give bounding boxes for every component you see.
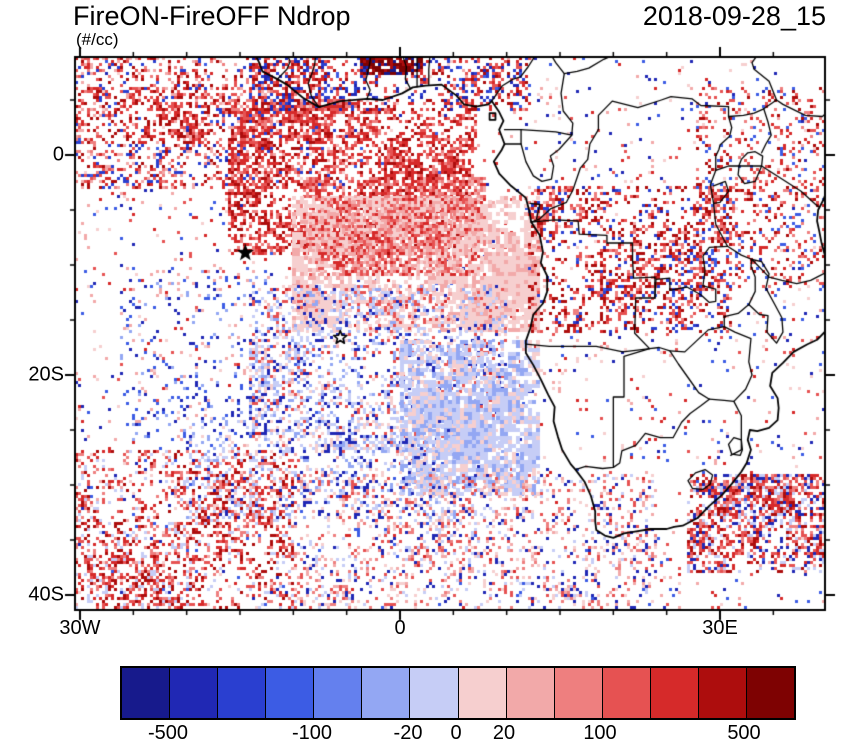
colorbar: [120, 666, 796, 720]
colorbar-cell-4: [266, 668, 315, 718]
colorbar-cell-5: [314, 668, 363, 718]
colorbar-cell-3: [218, 668, 267, 718]
colorbar-label--20: -20: [393, 722, 423, 744]
colorbar-label--500: -500: [147, 722, 189, 744]
x-axis-label-30W: 30W: [59, 617, 101, 639]
colorbar-cell-6: [362, 668, 411, 718]
colorbar-label-100: 100: [583, 722, 617, 744]
colorbar-label-20: 20: [492, 722, 516, 744]
colorbar-cell-11: [602, 668, 651, 718]
y-axis-label-0: 0: [52, 143, 64, 166]
colorbar-label-0: 0: [450, 722, 462, 744]
y-axis-label-20S: 20S: [28, 363, 64, 386]
colorbar-label--100: -100: [291, 722, 333, 744]
map-canvas: [0, 0, 850, 660]
colorbar-cell-12: [650, 668, 699, 718]
colorbar-cell-14: [747, 668, 795, 718]
colorbar-cell-1: [122, 668, 171, 718]
colorbar-cell-10: [554, 668, 603, 718]
colorbar-label-500: 500: [727, 722, 761, 744]
colorbar-cell-8: [458, 668, 507, 718]
colorbar-cell-13: [698, 668, 748, 718]
y-axis-label-40S: 40S: [28, 583, 64, 606]
x-axis-label-30E: 30E: [702, 617, 738, 639]
colorbar-cell-7: [410, 668, 459, 718]
colorbar-cell-2: [170, 668, 219, 718]
colorbar-cell-9: [506, 668, 555, 718]
x-axis-label-0: 0: [394, 617, 406, 639]
